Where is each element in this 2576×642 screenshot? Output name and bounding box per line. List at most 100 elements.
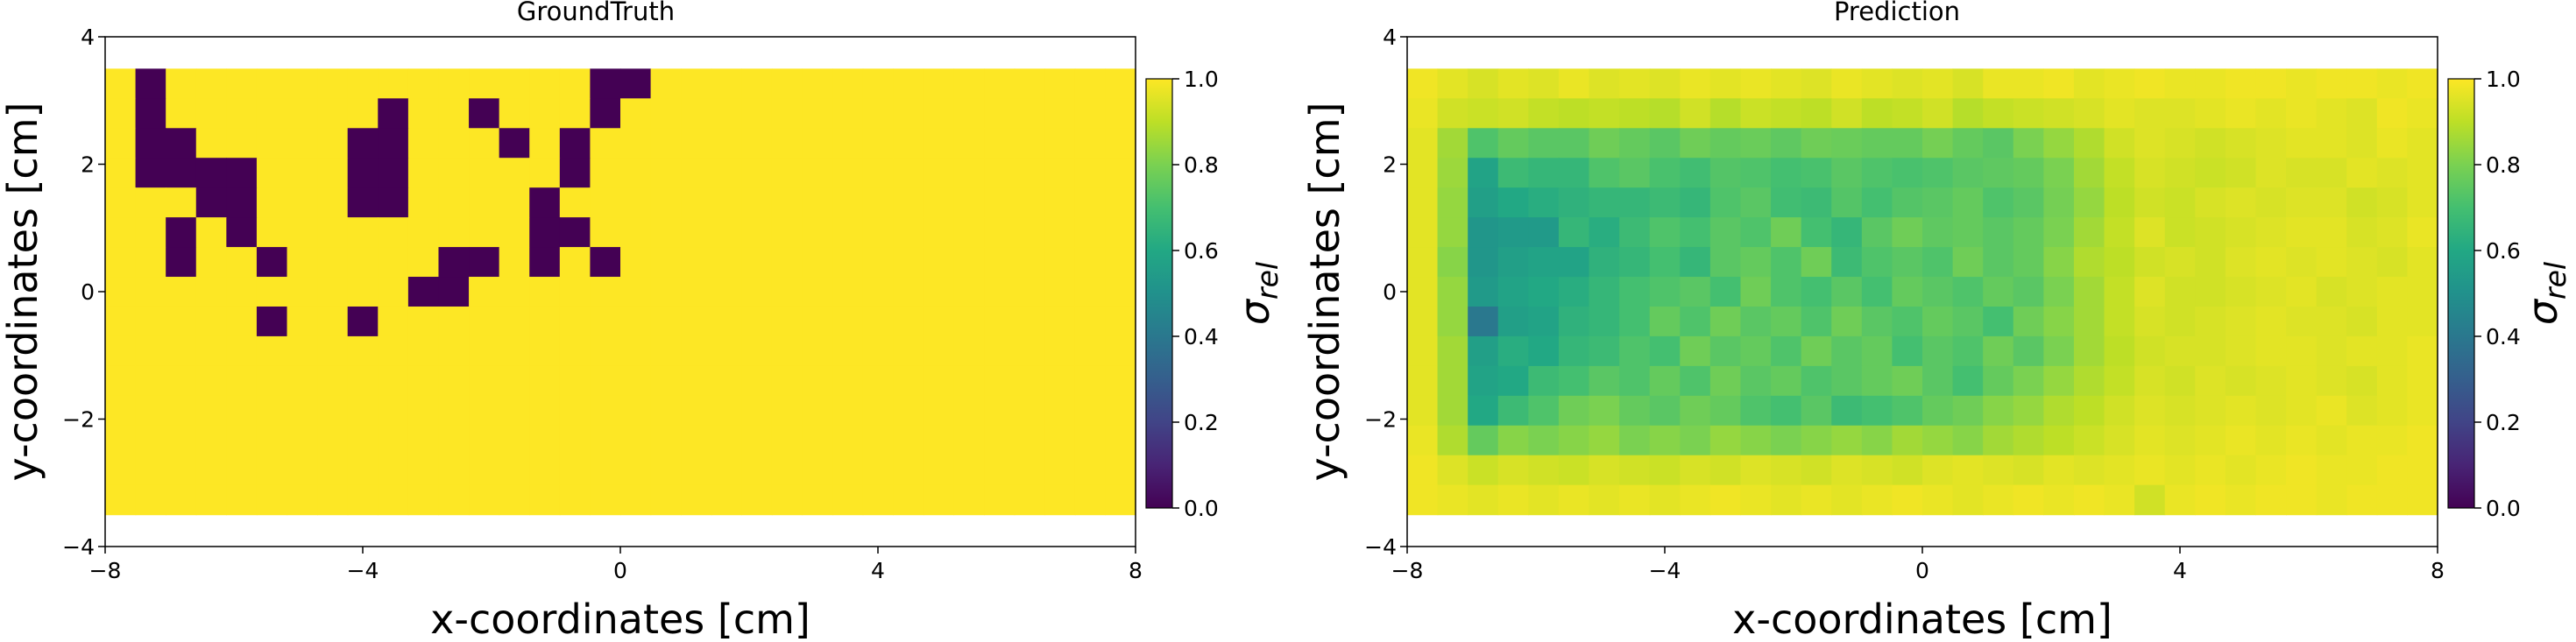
heatmap-cell <box>256 187 288 218</box>
heatmap-cell <box>1952 68 1984 99</box>
heatmap-cell <box>378 217 409 248</box>
heatmap-cell <box>650 68 682 99</box>
heatmap-cell <box>105 68 137 99</box>
heatmap-cell <box>650 277 682 307</box>
heatmap-cell <box>650 425 682 456</box>
heatmap-cells <box>1407 68 2438 516</box>
heatmap-cell <box>317 425 349 456</box>
heatmap-cell <box>1589 425 1620 456</box>
heatmap-cell <box>256 98 288 129</box>
heatmap-cell <box>1801 335 1832 367</box>
heatmap-cell <box>1014 365 1045 397</box>
heatmap-cell <box>317 217 349 248</box>
heatmap-cell <box>1831 247 1863 278</box>
heatmap-cell <box>1952 455 1984 486</box>
heatmap-cell <box>681 484 712 516</box>
heatmap-cell <box>590 68 621 99</box>
heatmap-cell <box>499 158 530 188</box>
heatmap-cell <box>1983 158 2014 188</box>
heatmap-cell <box>1589 455 1620 486</box>
heatmap-cell <box>802 395 833 427</box>
heatmap-cell <box>2255 217 2287 248</box>
heatmap-cell <box>2195 247 2226 278</box>
heatmap-cell <box>1649 128 1681 159</box>
heatmap-cell <box>2376 68 2409 99</box>
heatmap-cell <box>529 128 561 159</box>
heatmap-cell <box>1861 98 1893 129</box>
heatmap-cell <box>1922 425 1954 456</box>
heatmap-cell <box>1983 128 2014 159</box>
x-tick-label: 0 <box>613 558 627 583</box>
heatmap-cell <box>1619 247 1651 278</box>
heatmap-cell <box>1952 425 1984 456</box>
heatmap-cell <box>1407 68 1439 99</box>
heatmap-cell <box>135 395 166 427</box>
heatmap-cell <box>1468 365 1499 397</box>
heatmap-cell <box>1983 306 2014 337</box>
heatmap-cell <box>2407 455 2438 486</box>
heatmap-cell <box>2316 68 2347 99</box>
heatmap-cell <box>1831 277 1863 307</box>
heatmap-cell <box>1771 217 1802 248</box>
heatmap-cell <box>1619 365 1651 397</box>
heatmap-cell <box>135 425 166 456</box>
heatmap-cell <box>2225 425 2257 456</box>
heatmap-cell <box>984 395 1016 427</box>
heatmap-cell <box>741 306 773 337</box>
heatmap-cell <box>2376 187 2409 218</box>
heatmap-cell <box>195 484 227 516</box>
heatmap-cell <box>1105 98 1136 129</box>
heatmap-cell <box>378 395 409 427</box>
heatmap-cell <box>1044 425 1076 456</box>
heatmap-cell <box>559 217 591 248</box>
heatmap-cell <box>166 484 197 516</box>
heatmap-cell <box>2164 395 2196 427</box>
colorbar-label: σrel <box>1231 262 1284 325</box>
heatmap-cell <box>1437 455 1468 486</box>
heatmap-cell <box>166 128 197 159</box>
heatmap-cell <box>256 306 288 337</box>
heatmap-cell <box>862 306 894 337</box>
heatmap-cell <box>1105 395 1136 427</box>
colorbar-tick-label: 0.0 <box>1184 496 1219 521</box>
heatmap-cell <box>2073 217 2105 248</box>
heatmap-cell <box>1528 335 1560 367</box>
heatmap-cell <box>1952 395 1984 427</box>
heatmap-cell <box>1014 247 1045 278</box>
heatmap-cell <box>2195 98 2226 129</box>
heatmap-cell <box>681 306 712 337</box>
heatmap-cell <box>287 68 318 99</box>
heatmap-cell <box>2376 484 2409 516</box>
heatmap-cell <box>226 277 258 307</box>
heatmap-cell <box>438 306 470 337</box>
heatmap-cell <box>1619 98 1651 129</box>
heatmap-cell <box>1105 128 1136 159</box>
heatmap-cell <box>438 187 470 218</box>
heatmap-cell <box>347 158 379 188</box>
heatmap-cell <box>620 395 652 427</box>
heatmap-cell <box>1983 335 2014 367</box>
heatmap-cell <box>681 128 712 159</box>
heatmap-cell <box>2134 98 2166 129</box>
heatmap-cell <box>2073 395 2105 427</box>
heatmap-cell <box>862 68 894 99</box>
heatmap-cell <box>741 187 773 218</box>
heatmap-cell <box>862 425 894 456</box>
heatmap-cell <box>166 277 197 307</box>
heatmap-cell <box>984 455 1016 486</box>
heatmap-cell <box>893 277 924 307</box>
heatmap-cell <box>1437 425 1468 456</box>
heatmap-cell <box>953 247 985 278</box>
heatmap-cell <box>1983 455 2014 486</box>
heatmap-cell <box>287 277 318 307</box>
heatmap-cell <box>741 128 773 159</box>
heatmap-cell <box>2195 455 2226 486</box>
heatmap-cell <box>166 306 197 337</box>
heatmap-cell <box>2407 128 2438 159</box>
heatmap-cell <box>1740 455 1772 486</box>
heatmap-cell <box>166 395 197 427</box>
heatmap-cell <box>620 187 652 218</box>
x-tick-label: 0 <box>1915 558 1929 583</box>
heatmap-cell <box>711 395 742 427</box>
